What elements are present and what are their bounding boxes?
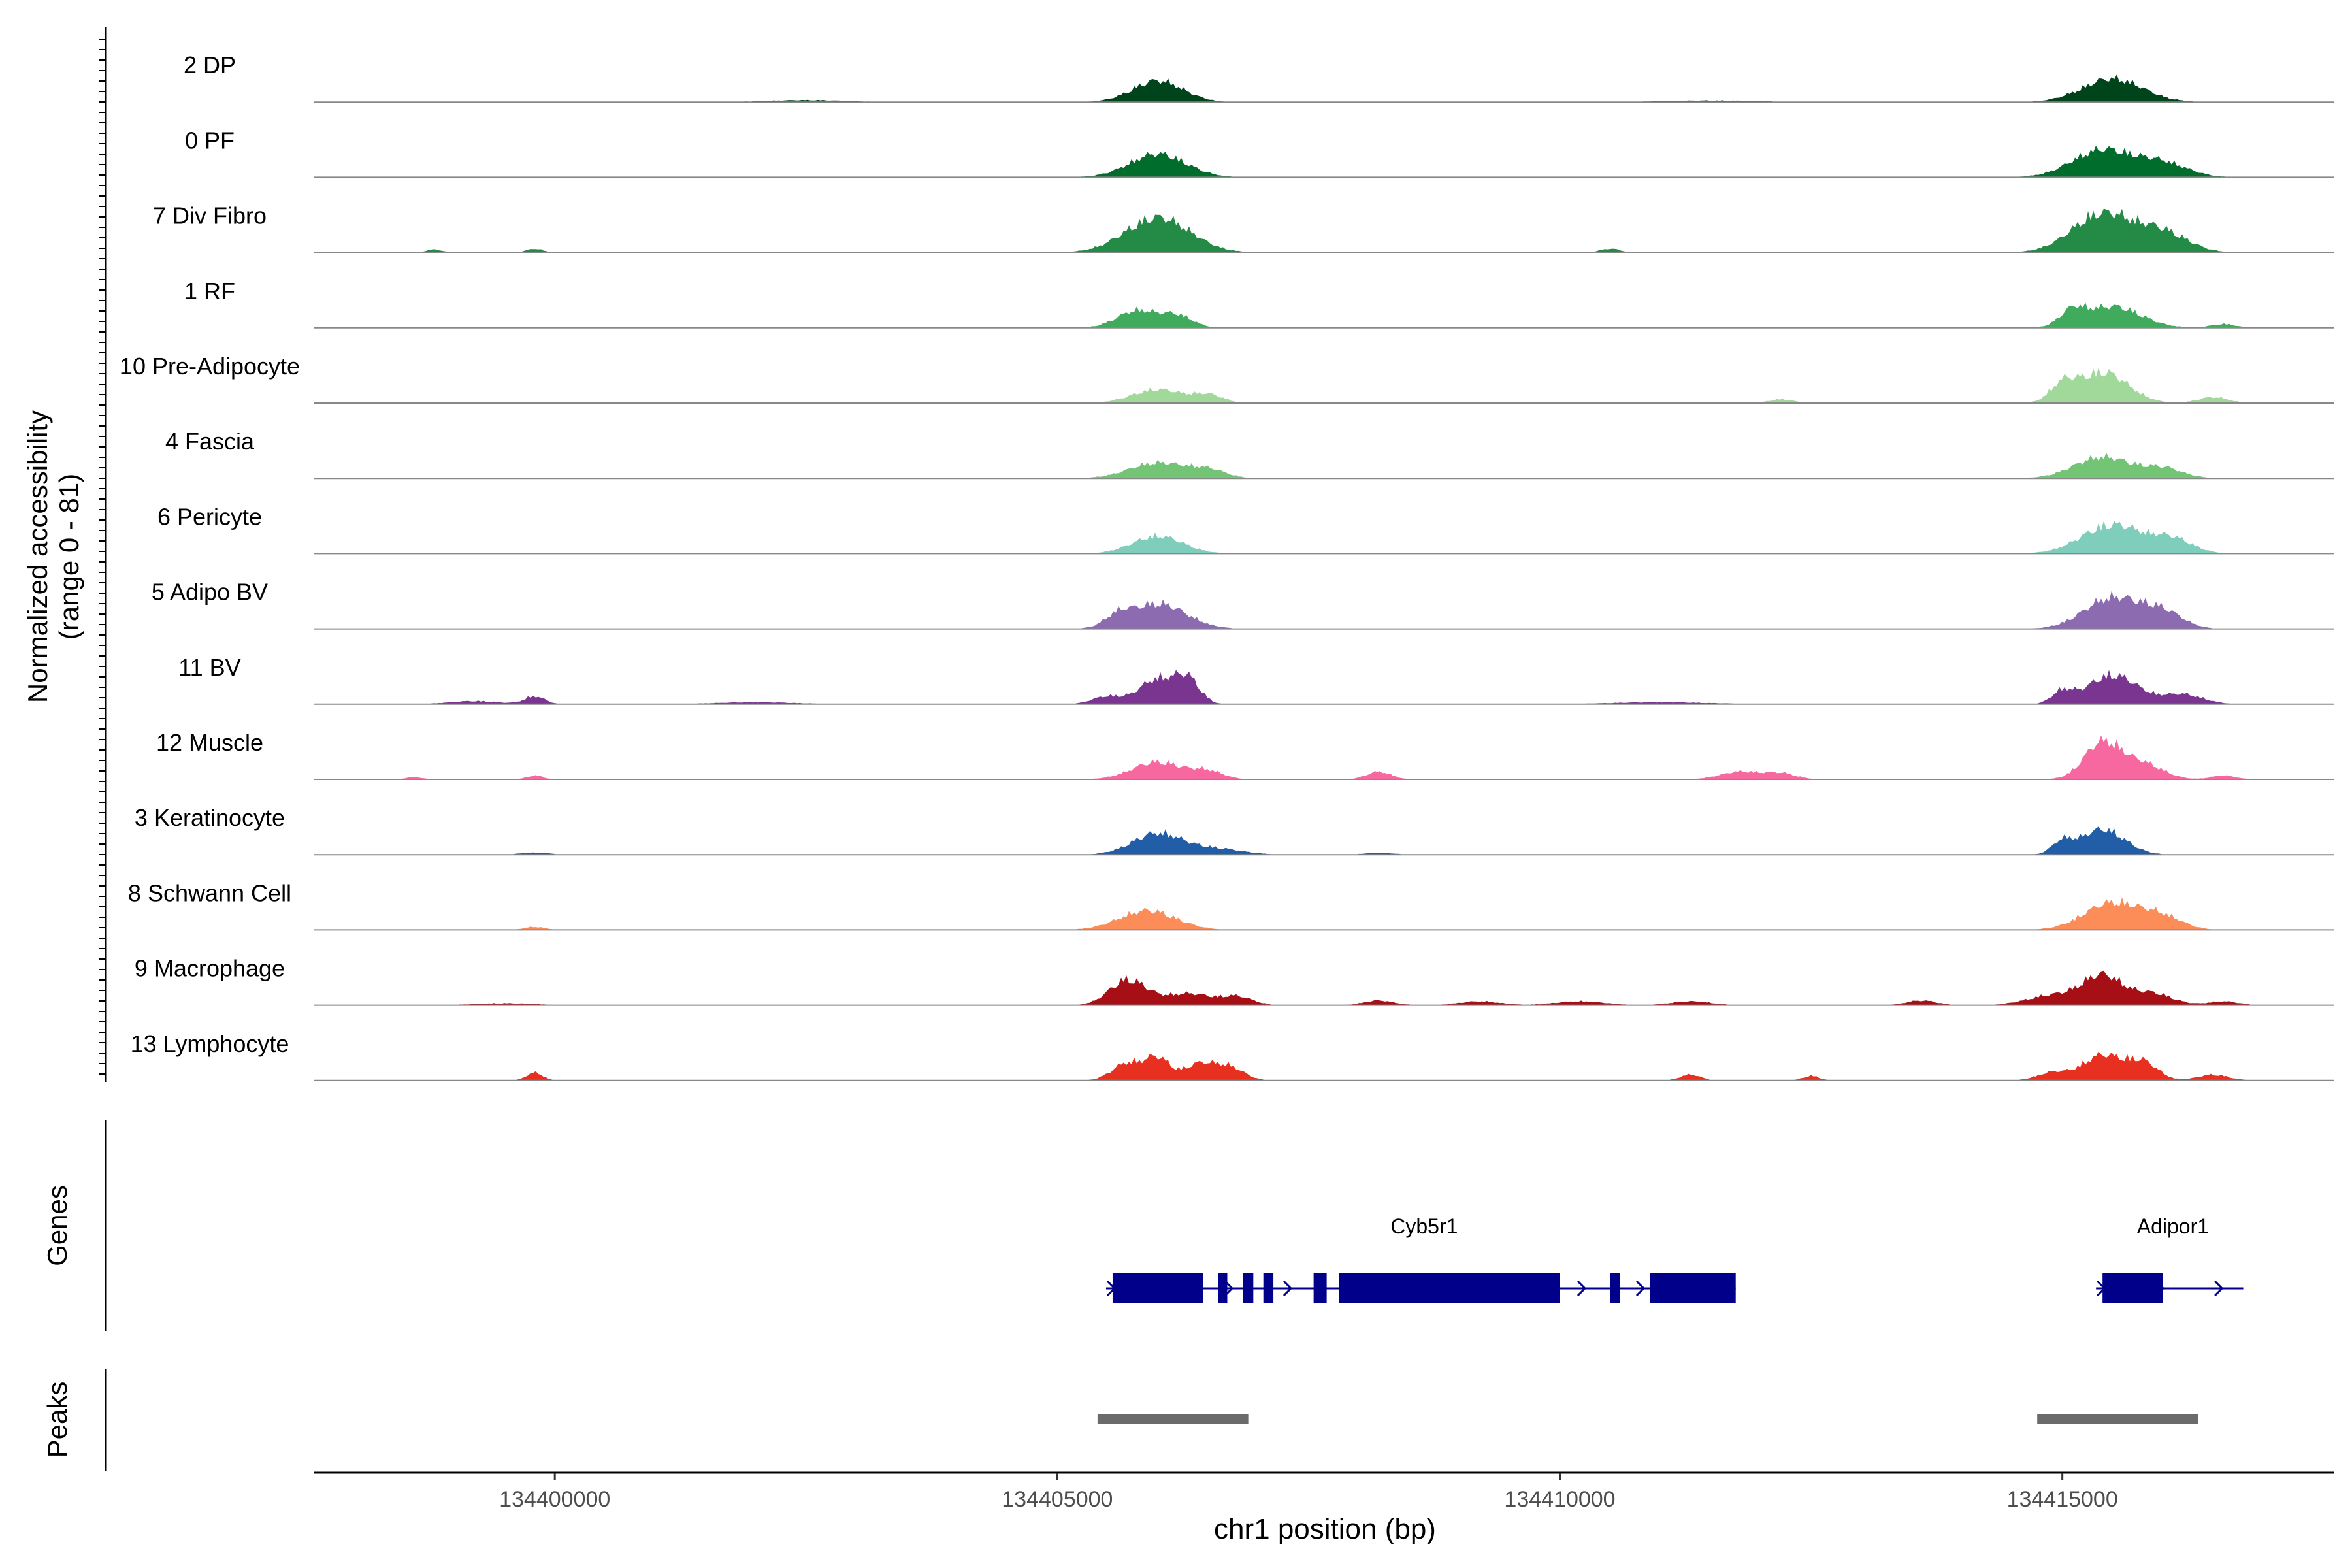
coverage-track: 5 Adipo BV (152, 579, 2334, 630)
gene-exon (1313, 1273, 1327, 1303)
x-axis-ticks: 134400000 134405000 134410000 134415000 (499, 1473, 2118, 1512)
strand-arrow (1224, 1280, 1234, 1297)
x-tick-label: 134415000 (2007, 1487, 2118, 1512)
coverage-track: 2 DP (184, 52, 2334, 103)
track-label: 9 Macrophage (135, 955, 285, 982)
strand-arrow (1635, 1280, 1646, 1297)
coverage-track: 9 Macrophage (135, 955, 2334, 1006)
peaks-panel-label: Peaks (42, 1382, 73, 1458)
coverage-track: 4 Fascia (165, 428, 2334, 480)
strand-arrow (2214, 1280, 2224, 1297)
coverage-track: 3 Keratinocyte (135, 804, 2334, 856)
coverage-track: 11 BV (178, 654, 2334, 705)
coverage-tracks: 2 DP 0 PF 7 Div Fibro 1 RF 10 Pre-Adipocyte 4… (120, 52, 2334, 1081)
track-label: 6 Pericyte (157, 503, 262, 530)
track-label: 13 Lymphocyte (131, 1030, 289, 1057)
gene-exon (1243, 1273, 1254, 1303)
strand-arrow (1576, 1280, 1587, 1297)
x-tick-label: 134400000 (499, 1487, 610, 1512)
coverage-track: 8 Schwann Cell (128, 879, 2334, 931)
coverage-area (314, 897, 2334, 930)
track-label: 7 Div Fibro (153, 203, 267, 229)
coverage-area (314, 970, 2334, 1005)
coverage-area (314, 1051, 2334, 1081)
coverage-track: 13 Lymphocyte (131, 1030, 2334, 1081)
x-tick-label: 134410000 (1504, 1487, 1615, 1512)
track-label: 3 Keratinocyte (135, 804, 285, 831)
coverage-track: 10 Pre-Adipocyte (120, 353, 2334, 404)
coverage-track: 7 Div Fibro (153, 203, 2334, 253)
coverage-track: 12 Muscle (156, 729, 2334, 780)
gene-exon (2102, 1273, 2163, 1303)
gene-exon (1339, 1273, 1560, 1303)
coverage-area (314, 74, 2334, 103)
track-label: 8 Schwann Cell (128, 879, 291, 906)
track-label: 10 Pre-Adipocyte (120, 353, 300, 380)
x-axis-label: chr1 position (bp) (1214, 1513, 1436, 1545)
peak-region (1097, 1414, 1249, 1424)
coverage-area (314, 735, 2334, 779)
y-axis-label-line1: Normalized accessibility (22, 410, 53, 703)
track-label: 1 RF (184, 278, 235, 304)
gene-annotations: Cyb5r1 Adipor1 (1105, 1215, 2244, 1303)
track-label: 4 Fascia (165, 428, 255, 455)
coverage-area (314, 452, 2334, 479)
coverage-area (314, 146, 2334, 178)
coverage-area (314, 591, 2334, 629)
gene-exon (1263, 1273, 1274, 1303)
coverage-area (314, 208, 2334, 253)
y-axis-label-line2: (range 0 - 81) (54, 474, 84, 640)
coverage-area (314, 367, 2334, 403)
gene-exon (1218, 1273, 1228, 1303)
gene-name: Cyb5r1 (1390, 1215, 1458, 1238)
peak-region (2037, 1414, 2198, 1424)
track-label: 0 PF (185, 127, 235, 154)
peak-regions (1097, 1414, 2198, 1424)
coverage-area (314, 302, 2334, 328)
coverage-area (314, 520, 2334, 554)
coverage-track: 0 PF (185, 127, 2334, 178)
gene-exon (1650, 1273, 1736, 1303)
strand-arrow (1282, 1280, 1293, 1297)
x-tick-label: 134405000 (1002, 1487, 1113, 1512)
track-label: 11 BV (178, 654, 240, 681)
gene-model: Cyb5r1 (1105, 1215, 1736, 1303)
gene-exon (1112, 1273, 1203, 1303)
gene-model: Adipor1 (2096, 1215, 2244, 1303)
track-label: 5 Adipo BV (152, 579, 268, 606)
gene-name: Adipor1 (2137, 1215, 2209, 1238)
coverage-area (314, 826, 2334, 855)
track-label: 12 Muscle (156, 729, 263, 756)
gene-exon (1610, 1273, 1620, 1303)
track-label: 2 DP (184, 52, 236, 78)
coverage-track: 1 RF (184, 278, 2334, 329)
coverage-y-axis-ticks (99, 39, 106, 1075)
coverage-track: 6 Pericyte (157, 503, 2334, 555)
genes-panel-label: Genes (42, 1185, 73, 1266)
coverage-area (314, 670, 2334, 704)
